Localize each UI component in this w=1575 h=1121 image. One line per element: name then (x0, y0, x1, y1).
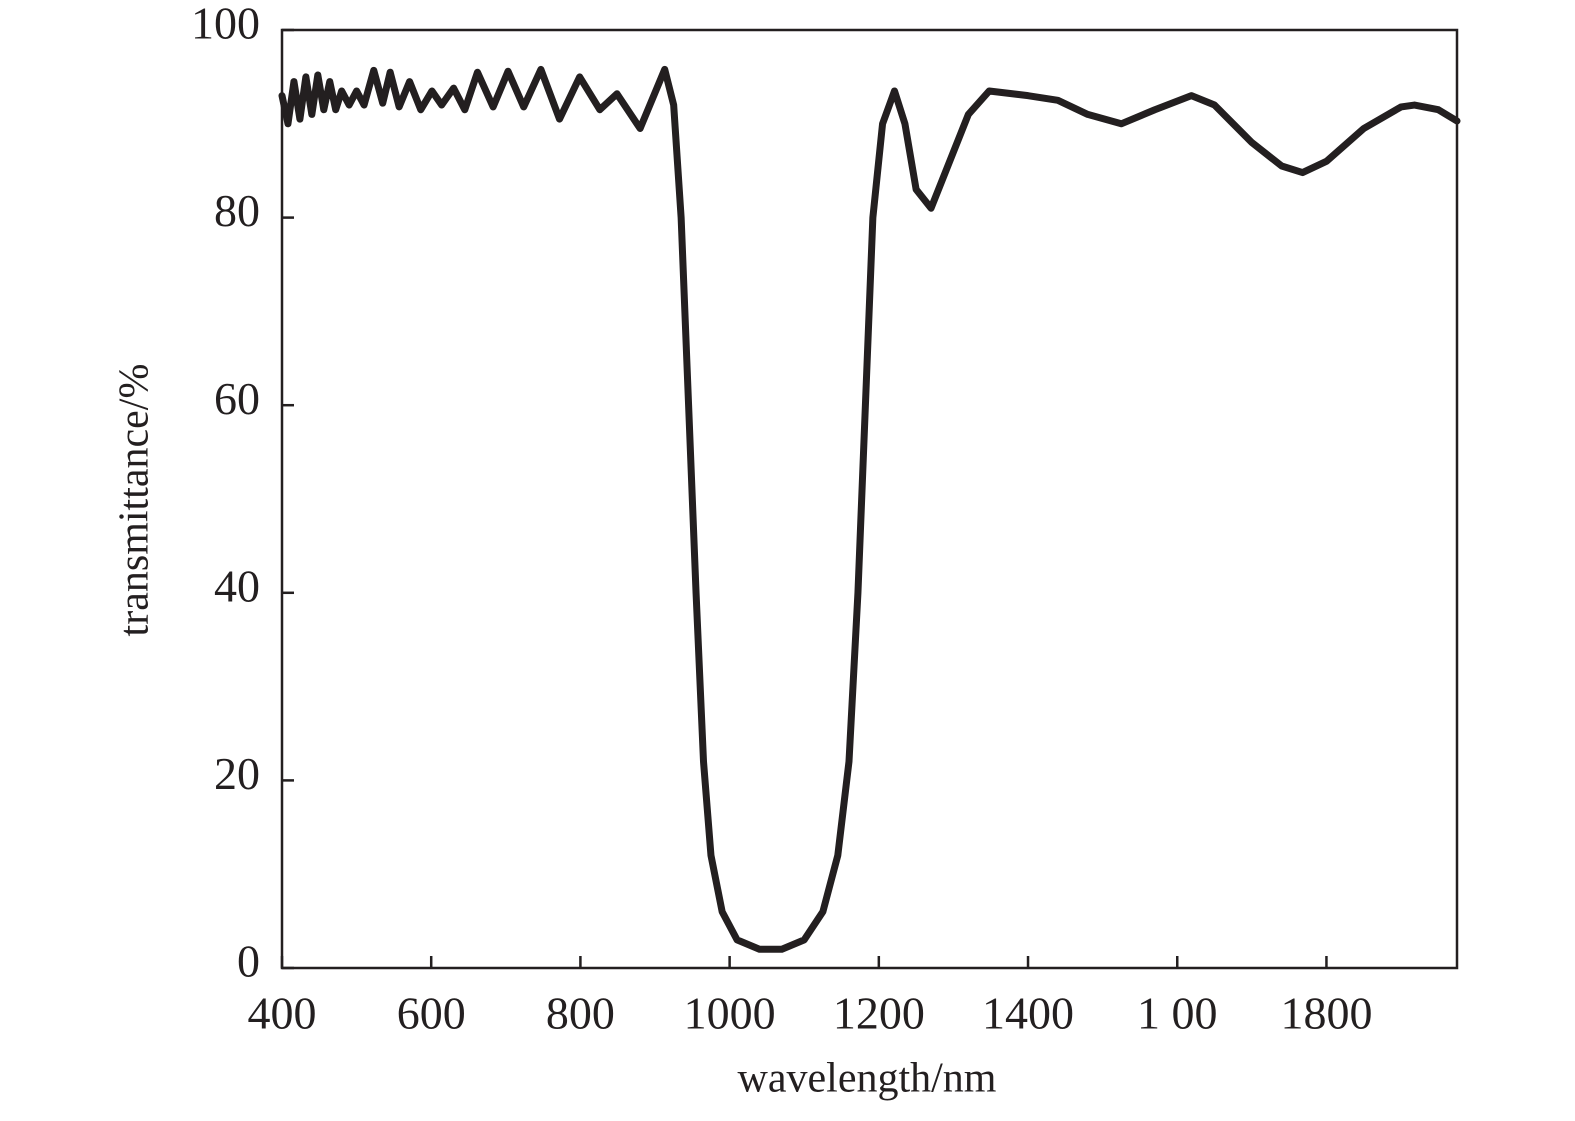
x-axis-label: wavelength/nm (738, 1056, 997, 1102)
y-tick-label: 60 (214, 373, 260, 424)
x-tick-label: 400 (248, 988, 317, 1039)
x-tick-label: 1800 (1280, 988, 1372, 1039)
x-tick-label: 800 (546, 988, 615, 1039)
x-tick-label: 1200 (833, 988, 925, 1039)
y-tick-label: 80 (214, 185, 260, 236)
data-line (278, 65, 1461, 953)
y-tick-label: 20 (214, 748, 260, 799)
y-tick-label: 40 (214, 560, 260, 611)
y-tick-label: 100 (191, 0, 260, 49)
y-axis-label: transmittance/% (112, 364, 158, 637)
x-tick-label: 1000 (684, 988, 776, 1039)
x-tick-label: 600 (397, 988, 466, 1039)
plot-frame (280, 28, 1459, 970)
x-tick-label: 1 00 (1137, 988, 1218, 1039)
y-tick-label: 0 (237, 936, 260, 987)
x-tick-label: 1400 (982, 988, 1074, 1039)
